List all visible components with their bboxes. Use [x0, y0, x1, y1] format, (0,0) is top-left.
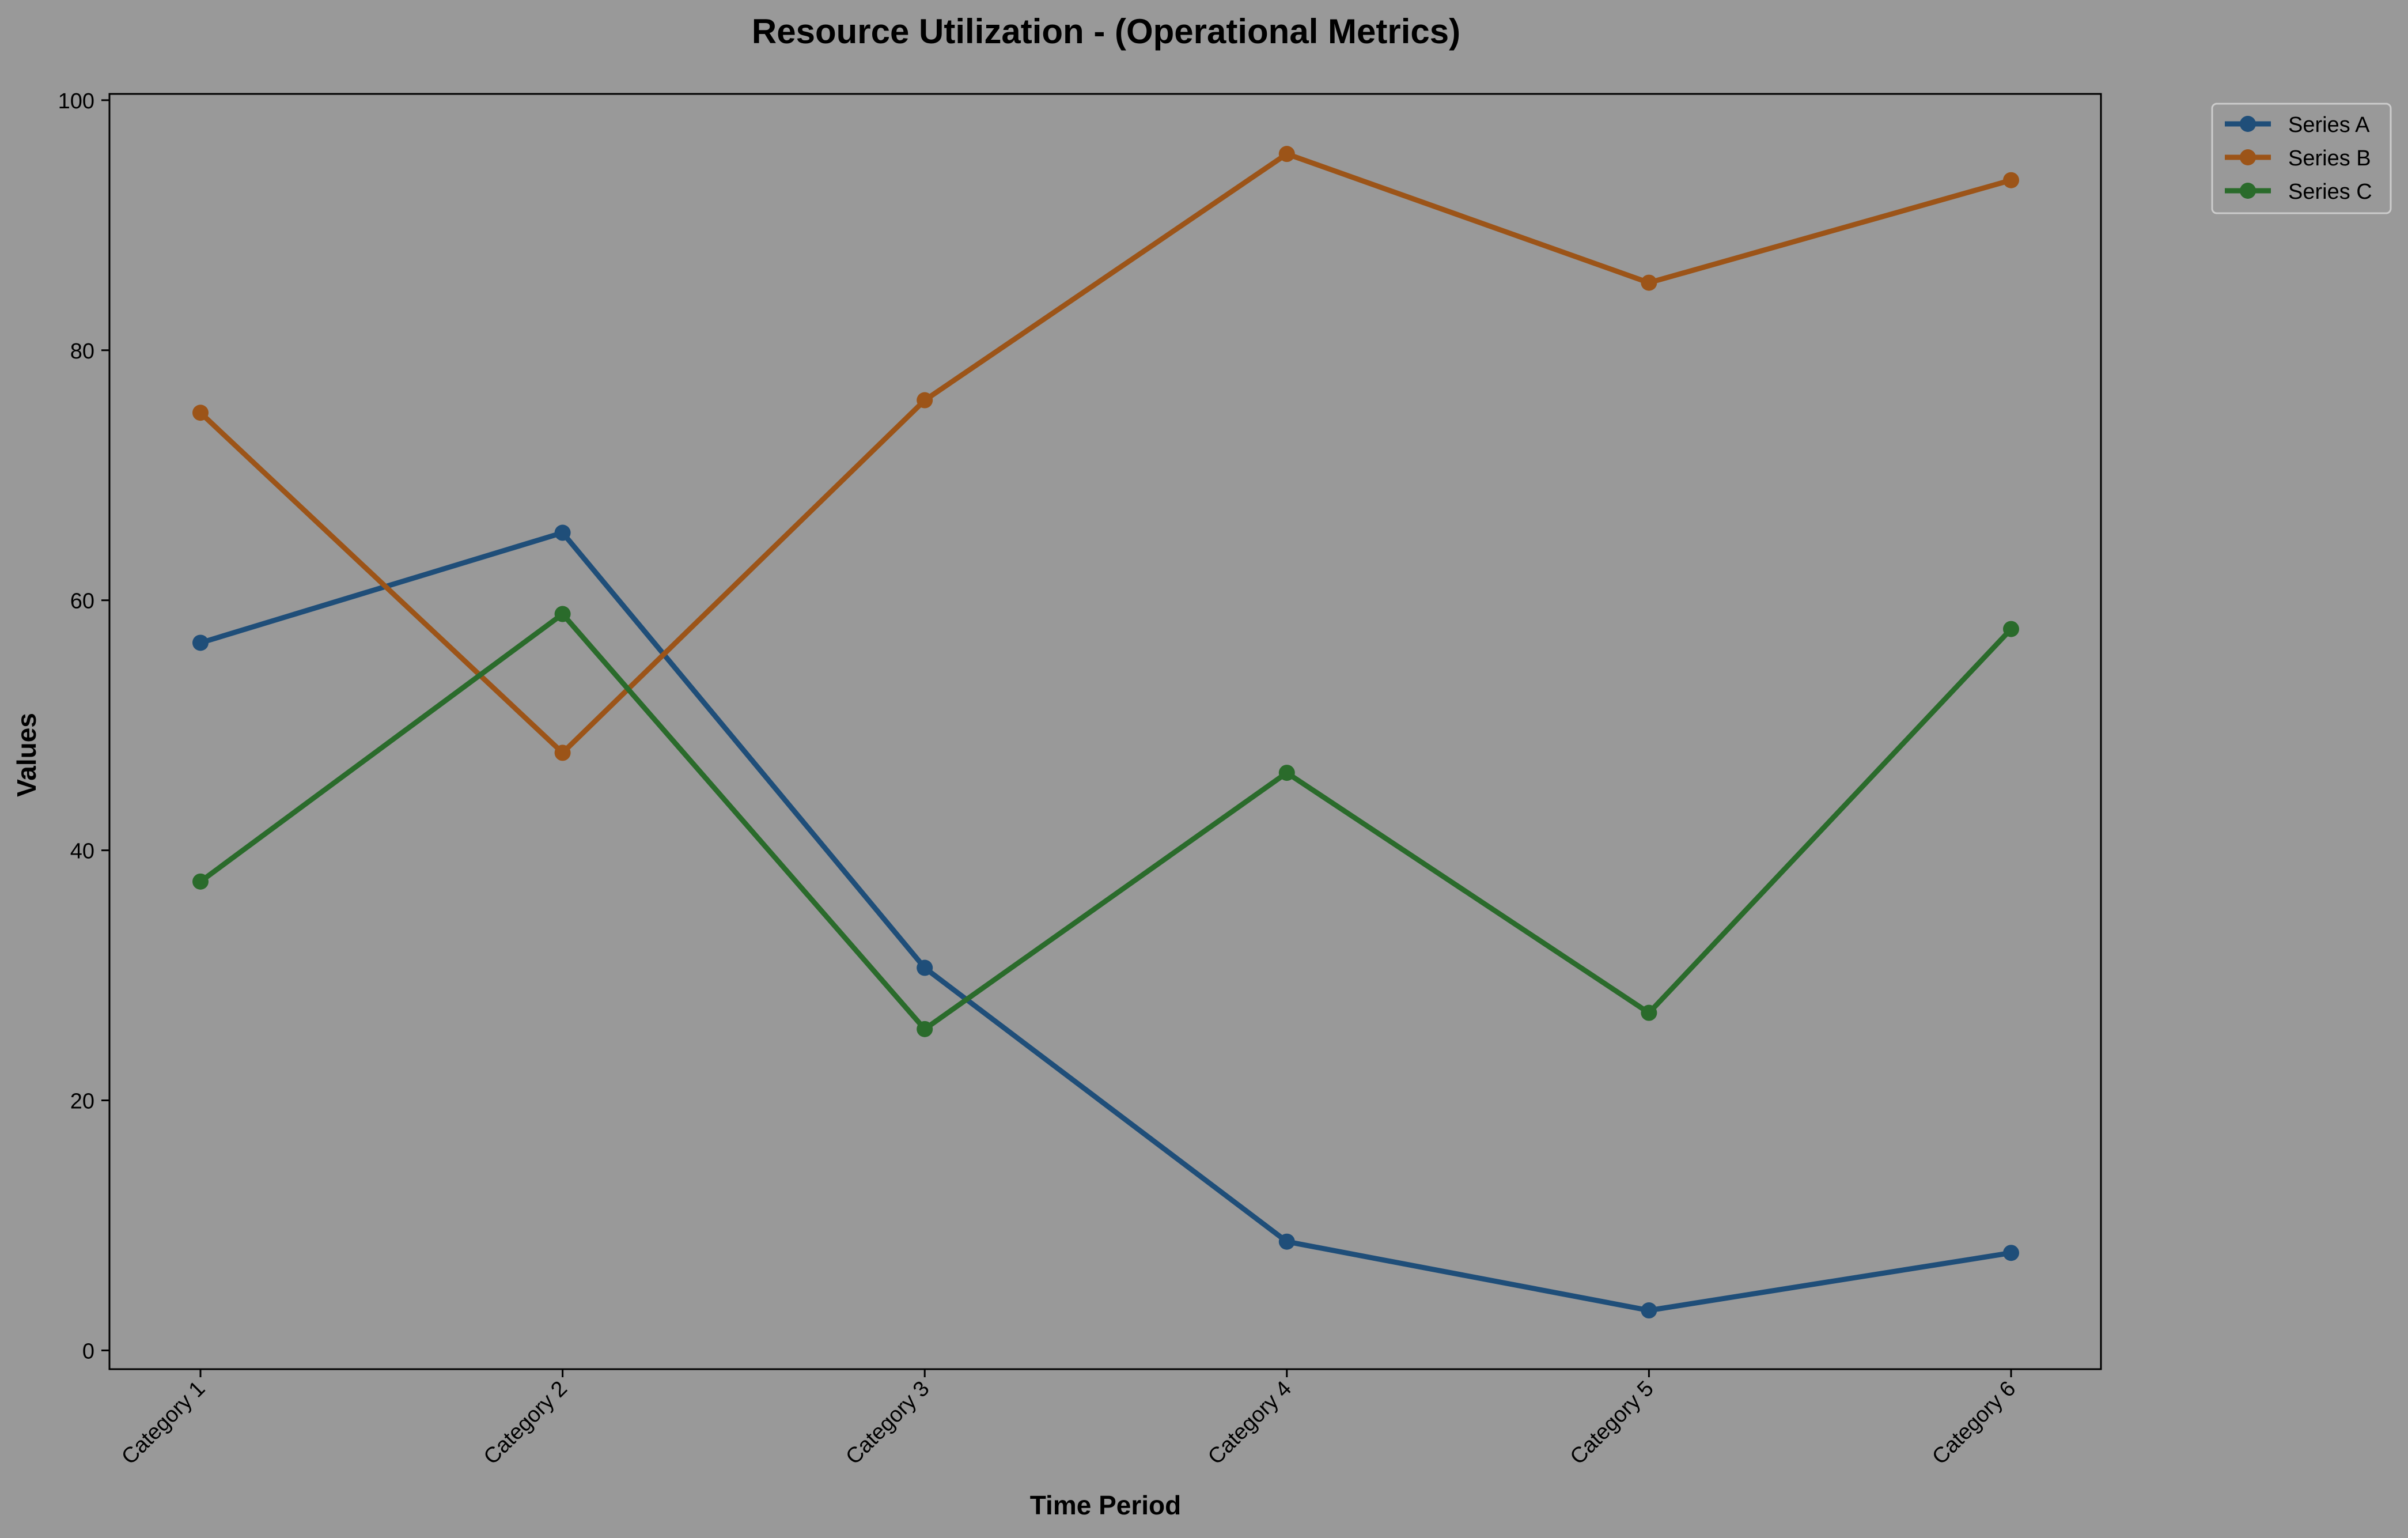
legend-label: Series B	[2288, 146, 2371, 171]
data-point	[1278, 765, 1295, 781]
y-axis-label: Values	[12, 713, 41, 797]
data-point	[2003, 1245, 2019, 1261]
y-tick-label: 40	[70, 840, 94, 864]
data-point	[1641, 1004, 1657, 1021]
legend-entry: Series C	[2225, 180, 2372, 204]
y-tick-label: 0	[82, 1339, 94, 1363]
data-point	[192, 405, 209, 421]
x-tick-label: Category 5	[1566, 1377, 1659, 1469]
series-line	[198, 530, 2014, 1313]
legend-entry: Series B	[2225, 146, 2371, 171]
x-tick-label: Category 4	[1203, 1377, 1296, 1469]
legend-swatch-marker	[2240, 149, 2256, 165]
data-point	[1278, 146, 1295, 163]
series-line	[198, 151, 2014, 755]
x-axis: Category 1 Category 2 Category 3 Category 4…	[117, 1369, 2020, 1469]
y-tick-label: 20	[70, 1090, 94, 1114]
legend-label: Series A	[2288, 113, 2370, 137]
data-point	[1641, 274, 1657, 291]
series-layer	[192, 146, 2019, 1319]
y-tick-label: 60	[70, 589, 94, 614]
y-tick-label: 80	[70, 339, 94, 364]
x-tick-label: Category 1	[117, 1377, 210, 1469]
legend-swatch-marker	[2240, 183, 2256, 199]
y-axis: 0 20 40 60 80 100	[58, 89, 109, 1363]
series-1	[192, 524, 2019, 1319]
legend-entry: Series A	[2225, 113, 2370, 137]
data-point	[2003, 172, 2019, 188]
x-axis-label: Time Period	[1030, 1490, 1181, 1520]
x-tick-label: Category 6	[1928, 1377, 2020, 1469]
x-tick-label: Category 3	[841, 1377, 934, 1469]
plot-area	[108, 93, 2102, 1370]
legend-swatch-marker	[2240, 116, 2256, 132]
data-point	[1641, 1302, 1657, 1319]
data-point	[192, 634, 209, 651]
legend: Series A Series B Series C	[2211, 103, 2392, 214]
data-point	[554, 524, 571, 541]
data-point	[554, 606, 571, 622]
x-tick-label: Category 2	[479, 1377, 572, 1469]
series-2	[192, 146, 2019, 761]
data-point	[1278, 1233, 1295, 1250]
series-line	[198, 611, 2014, 1032]
legend-label: Series C	[2288, 180, 2372, 204]
data-point	[917, 392, 933, 409]
data-point	[917, 959, 933, 976]
chart-title: Resource Utilization - (Operational Metr…	[752, 12, 1460, 51]
data-point	[2003, 621, 2019, 637]
data-point	[917, 1021, 933, 1037]
legend-entries: Series A Series B Series C	[2225, 113, 2372, 204]
legend-box	[2211, 103, 2392, 214]
data-point	[554, 745, 571, 761]
y-tick-label: 100	[58, 89, 94, 114]
data-point	[192, 873, 209, 890]
series-3	[192, 606, 2019, 1037]
